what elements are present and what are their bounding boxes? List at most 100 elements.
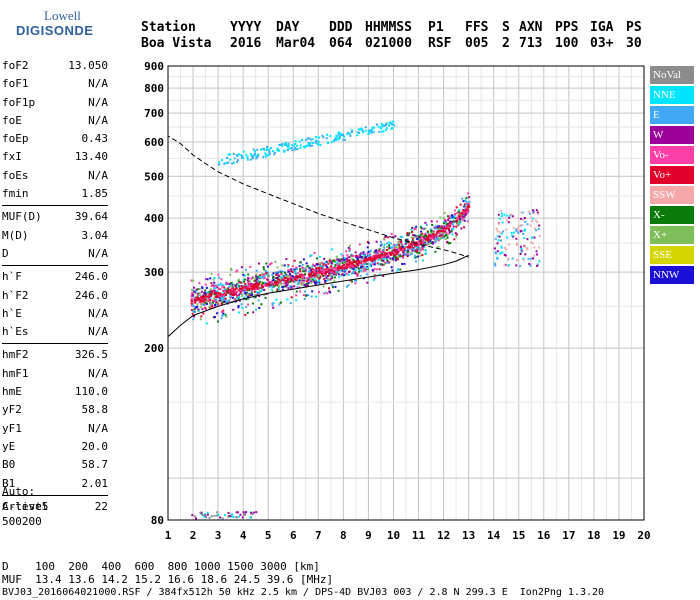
echo-point <box>227 161 230 164</box>
echo-point <box>287 287 290 290</box>
echo-point <box>431 241 434 244</box>
echo-point <box>214 295 217 298</box>
echo-point <box>507 221 510 224</box>
echo-point <box>427 230 430 233</box>
x-tick-label: 8 <box>340 529 347 542</box>
echo-point <box>517 231 520 234</box>
echo-point <box>500 209 503 212</box>
echo-point <box>213 293 216 296</box>
echo-point <box>349 134 352 137</box>
hdr-val-s: 2 <box>502 36 510 51</box>
echo-point <box>501 221 504 224</box>
param-value: 3.04 <box>81 228 109 242</box>
echo-point <box>253 277 256 280</box>
echo-point <box>208 516 211 519</box>
echo-point <box>392 255 395 258</box>
echo-point <box>409 252 412 255</box>
echo-point <box>286 274 289 277</box>
echo-point <box>384 262 387 265</box>
echo-point <box>329 275 332 278</box>
echo-point <box>351 263 354 266</box>
echo-point <box>432 237 435 240</box>
echo-point <box>276 280 279 283</box>
echo-point <box>201 295 204 298</box>
echo-point <box>367 250 370 253</box>
echo-point <box>447 224 450 227</box>
echo-point <box>355 254 358 257</box>
echo-point <box>386 256 389 259</box>
echo-point <box>226 161 229 164</box>
echo-point <box>230 282 233 285</box>
echo-point <box>536 221 539 224</box>
echo-point <box>440 229 443 232</box>
echo-point <box>204 301 207 304</box>
echo-point <box>463 203 466 206</box>
echo-point <box>249 286 252 289</box>
echo-point <box>411 242 414 245</box>
hdr-label-p1: P1 <box>428 20 444 35</box>
echo-point <box>355 256 358 259</box>
echo-point <box>364 126 367 129</box>
legend-item: W <box>650 126 694 144</box>
echo-point <box>256 291 259 294</box>
echo-point <box>463 205 466 208</box>
echo-point <box>277 275 280 278</box>
echo-point <box>264 296 267 299</box>
echo-point <box>330 248 333 251</box>
echo-point <box>276 149 279 152</box>
echo-point <box>403 262 406 265</box>
echo-point <box>295 279 298 282</box>
echo-point <box>227 153 230 156</box>
echo-point <box>342 257 345 260</box>
echo-point <box>195 299 198 302</box>
echo-point <box>363 261 366 264</box>
param-row: hmF2 326.5 <box>2 346 108 364</box>
echo-point <box>243 274 246 277</box>
echo-point <box>385 257 388 260</box>
echo-point <box>351 255 354 258</box>
hdr-label-iga: IGA <box>590 20 614 35</box>
echo-point <box>371 259 374 262</box>
param-key: foF2 <box>2 59 29 72</box>
echo-point <box>344 266 347 269</box>
echo-point <box>361 265 364 268</box>
param-value: 58.7 <box>81 458 109 472</box>
echo-point <box>357 267 360 270</box>
echo-point <box>366 265 369 268</box>
param-key: h`Es <box>2 325 29 339</box>
echo-point <box>391 235 394 238</box>
echo-point <box>506 219 509 222</box>
echo-point <box>304 269 307 272</box>
echo-point <box>214 287 217 290</box>
echo-point <box>446 236 449 239</box>
echo-point <box>312 263 315 266</box>
echo-point <box>277 271 280 274</box>
param-row: foEp 0.43 <box>2 130 108 148</box>
echo-point <box>258 287 261 290</box>
echo-point <box>383 249 386 252</box>
echo-point <box>530 241 533 244</box>
echo-point <box>307 278 310 281</box>
echo-point <box>326 141 329 144</box>
echo-point <box>310 266 313 269</box>
echo-point <box>419 237 422 240</box>
echo-point <box>285 142 288 145</box>
echo-point <box>203 296 206 299</box>
echo-point <box>247 297 250 300</box>
echo-point <box>251 513 254 516</box>
echo-point <box>402 256 405 259</box>
dashed-profile-curve <box>168 135 469 258</box>
echo-point <box>225 291 228 294</box>
echo-point <box>522 218 525 221</box>
echo-point <box>289 272 292 275</box>
echo-point <box>427 243 430 246</box>
echo-point <box>390 266 393 269</box>
echo-point <box>285 275 288 278</box>
echo-point <box>434 240 437 243</box>
echo-point <box>409 253 412 256</box>
echo-point <box>520 250 523 253</box>
echo-point <box>398 253 401 256</box>
echo-point <box>345 272 348 275</box>
echo-point <box>256 293 259 296</box>
echo-point <box>394 256 397 259</box>
